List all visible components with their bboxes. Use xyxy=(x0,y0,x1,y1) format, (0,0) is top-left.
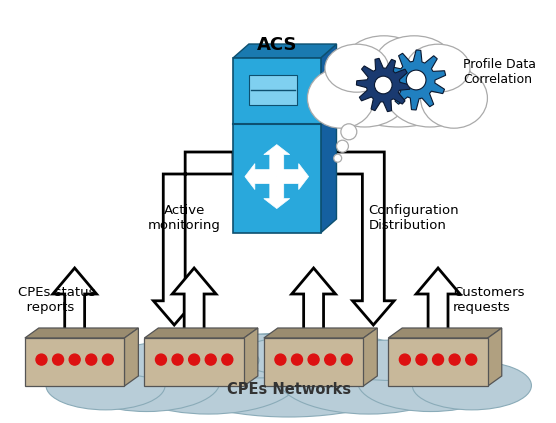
Text: CPEs status
  reports: CPEs status reports xyxy=(18,286,96,314)
Polygon shape xyxy=(264,145,290,176)
Circle shape xyxy=(308,354,319,365)
Circle shape xyxy=(334,154,342,162)
Ellipse shape xyxy=(112,340,259,380)
Circle shape xyxy=(172,354,183,365)
Polygon shape xyxy=(25,338,125,386)
Circle shape xyxy=(341,354,353,365)
Ellipse shape xyxy=(420,68,488,128)
Ellipse shape xyxy=(319,52,411,127)
Circle shape xyxy=(341,124,357,140)
Polygon shape xyxy=(153,152,233,325)
Polygon shape xyxy=(277,164,309,190)
Ellipse shape xyxy=(163,333,415,417)
Polygon shape xyxy=(321,152,394,325)
Circle shape xyxy=(205,354,216,365)
Polygon shape xyxy=(386,50,446,110)
Circle shape xyxy=(53,354,63,365)
Text: ACS: ACS xyxy=(256,36,297,54)
Polygon shape xyxy=(25,328,138,338)
Polygon shape xyxy=(488,328,502,386)
Ellipse shape xyxy=(236,334,410,378)
Polygon shape xyxy=(321,44,336,124)
Ellipse shape xyxy=(73,351,220,412)
Circle shape xyxy=(399,354,410,365)
Ellipse shape xyxy=(358,351,504,412)
Circle shape xyxy=(433,354,444,365)
FancyBboxPatch shape xyxy=(233,124,321,233)
Circle shape xyxy=(466,354,476,365)
Polygon shape xyxy=(125,328,138,386)
Circle shape xyxy=(375,76,392,94)
Polygon shape xyxy=(145,338,244,386)
Polygon shape xyxy=(244,328,258,386)
Polygon shape xyxy=(233,110,336,124)
Circle shape xyxy=(449,354,460,365)
Circle shape xyxy=(188,354,200,365)
Polygon shape xyxy=(416,268,460,352)
Ellipse shape xyxy=(413,361,532,410)
Circle shape xyxy=(325,354,336,365)
Ellipse shape xyxy=(319,340,465,380)
Polygon shape xyxy=(264,328,378,338)
Ellipse shape xyxy=(346,36,422,86)
Polygon shape xyxy=(172,268,216,352)
Polygon shape xyxy=(245,164,277,190)
Text: Profile Data
Correlation: Profile Data Correlation xyxy=(463,58,536,86)
Circle shape xyxy=(222,354,233,365)
Ellipse shape xyxy=(167,334,341,378)
Circle shape xyxy=(275,354,286,365)
Circle shape xyxy=(336,140,349,152)
Ellipse shape xyxy=(46,361,165,410)
Circle shape xyxy=(406,70,426,90)
Polygon shape xyxy=(264,176,290,209)
Polygon shape xyxy=(53,268,97,352)
Circle shape xyxy=(69,354,80,365)
Polygon shape xyxy=(388,328,502,338)
Ellipse shape xyxy=(406,44,470,92)
Circle shape xyxy=(86,354,97,365)
Circle shape xyxy=(102,354,113,365)
Polygon shape xyxy=(233,44,336,58)
Ellipse shape xyxy=(307,68,374,128)
Ellipse shape xyxy=(277,340,460,414)
Polygon shape xyxy=(356,58,410,112)
Ellipse shape xyxy=(325,44,389,92)
Text: Configuration
Distribution: Configuration Distribution xyxy=(369,204,459,232)
Ellipse shape xyxy=(330,43,466,127)
Circle shape xyxy=(36,354,47,365)
Text: Active
monitoring: Active monitoring xyxy=(148,204,221,232)
Polygon shape xyxy=(264,338,364,386)
Circle shape xyxy=(416,354,427,365)
Polygon shape xyxy=(388,338,488,386)
Ellipse shape xyxy=(384,52,476,127)
Circle shape xyxy=(156,354,166,365)
Ellipse shape xyxy=(117,340,300,414)
Ellipse shape xyxy=(376,36,453,86)
Polygon shape xyxy=(145,328,258,338)
Circle shape xyxy=(291,354,302,365)
Text: Customers
requests: Customers requests xyxy=(453,286,524,314)
Polygon shape xyxy=(364,328,378,386)
Polygon shape xyxy=(321,110,336,233)
FancyBboxPatch shape xyxy=(249,74,297,104)
Polygon shape xyxy=(292,268,335,352)
FancyBboxPatch shape xyxy=(233,58,321,124)
Text: CPEs Networks: CPEs Networks xyxy=(227,382,351,398)
